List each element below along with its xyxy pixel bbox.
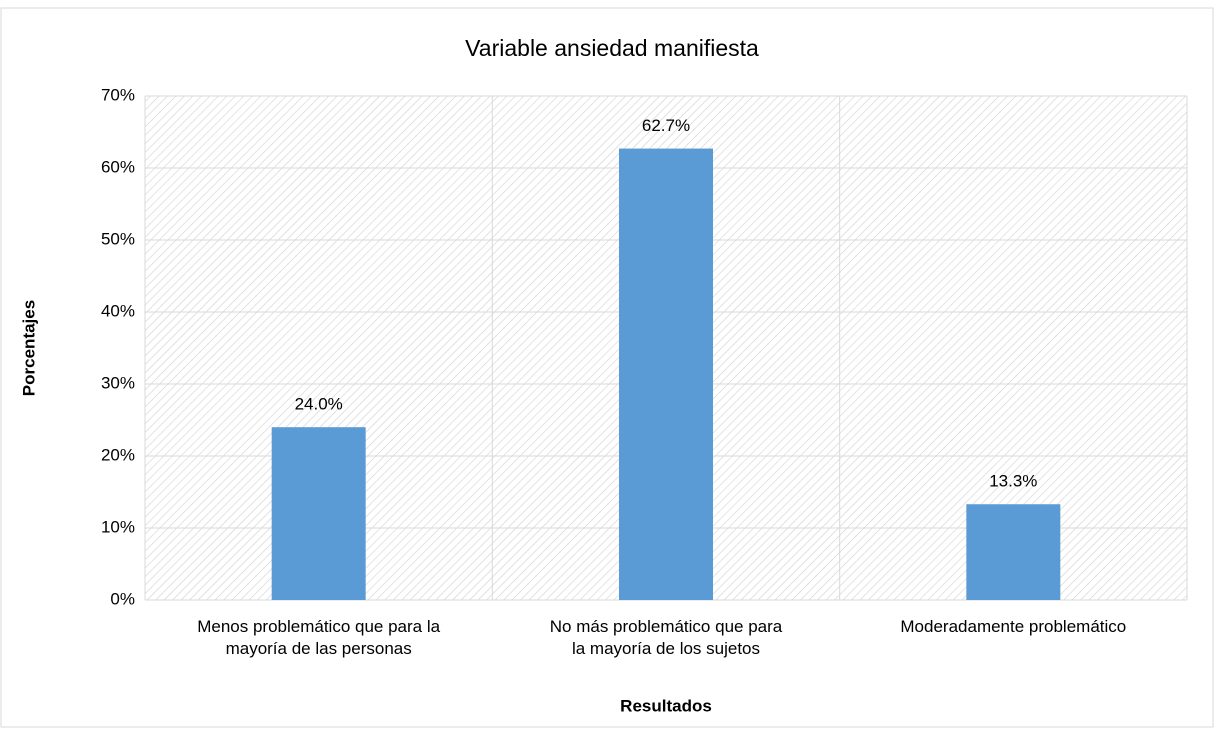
data-label: 13.3% [989, 472, 1037, 491]
x-tick-label-line: Moderadamente problemático [900, 617, 1126, 636]
x-tick-label-line: No más problemático que para [550, 617, 783, 636]
x-tick-label: Menos problemático que para la mayoría de… [197, 617, 440, 658]
bar [966, 504, 1061, 600]
x-tick-label-line: Menos problemático que para la [197, 617, 440, 636]
y-axis-title: Porcentajes [19, 300, 38, 396]
x-tick-label: No más problemático que para la mayoría d… [550, 617, 783, 658]
data-label: 62.7% [642, 116, 690, 135]
y-tick-label: 30% [101, 373, 135, 392]
y-tick-label: 60% [101, 157, 135, 176]
chart-title: Variable ansiedad manifiesta [465, 35, 759, 61]
x-axis-title: Resultados [620, 696, 712, 715]
y-tick-label: 20% [101, 445, 135, 464]
y-tick-label: 10% [101, 517, 135, 536]
x-tick-label-line: mayoría de las personas [226, 639, 412, 658]
x-tick-label-line: la mayoría de los sujetos [572, 639, 760, 658]
y-tick-label: 70% [101, 85, 135, 104]
y-tick-label: 0% [110, 589, 135, 608]
data-label: 24.0% [295, 395, 343, 414]
bar [271, 427, 366, 600]
y-tick-label: 40% [101, 301, 135, 320]
bar [619, 148, 713, 600]
y-tick-label: 50% [101, 229, 135, 248]
x-tick-label: Moderadamente problemático [900, 617, 1126, 636]
